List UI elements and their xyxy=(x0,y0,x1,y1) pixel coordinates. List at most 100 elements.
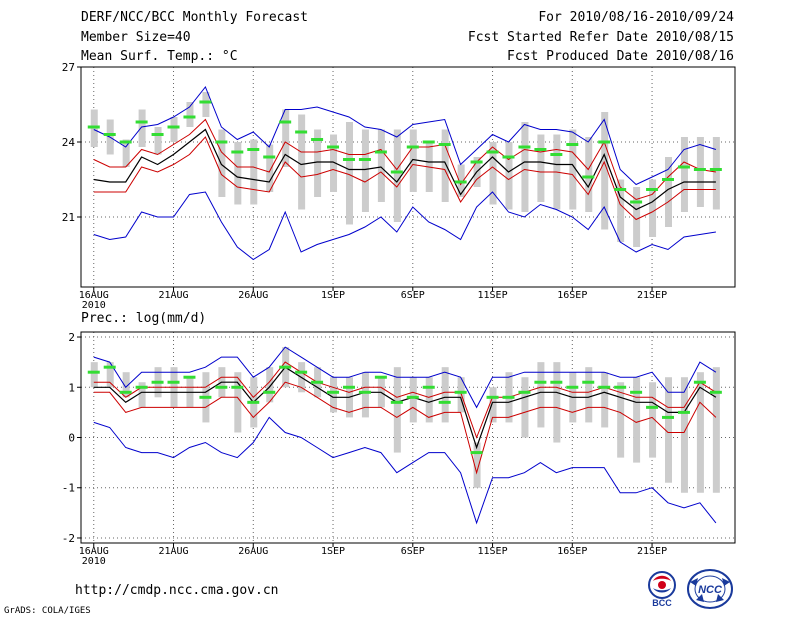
ensemble-box xyxy=(361,372,369,418)
ensemble-box xyxy=(377,129,385,202)
ensemble-box xyxy=(696,137,704,207)
x-tick-label: 16SEP xyxy=(557,290,587,301)
ensemble-box xyxy=(234,372,242,433)
ensemble-box xyxy=(649,179,657,237)
series-line-upper xyxy=(93,361,717,439)
ensemble-box xyxy=(537,362,545,428)
ensemble-box xyxy=(601,112,609,230)
ensemble-box xyxy=(122,372,130,398)
ensemble-box xyxy=(441,367,449,423)
ensemble-box xyxy=(409,377,417,423)
series-line-upper xyxy=(93,118,716,201)
ensemble-box xyxy=(425,377,433,423)
ensemble-box xyxy=(537,134,545,202)
plot-frame xyxy=(80,66,736,288)
x-tick-label: 26AUG xyxy=(238,546,268,557)
ensemble-box xyxy=(106,362,114,388)
ensemble-box xyxy=(680,377,688,493)
series-line-min xyxy=(93,191,716,261)
ensemble-box xyxy=(521,122,529,212)
ensemble-box xyxy=(601,372,609,428)
ensemble-box xyxy=(409,129,417,192)
ensemble-box xyxy=(202,92,210,117)
ensemble-box xyxy=(585,367,593,423)
ncc-logo-text: NCC xyxy=(698,584,723,596)
ensemble-box xyxy=(218,129,226,197)
ensemble-box xyxy=(186,102,194,127)
ensemble-box xyxy=(298,114,306,210)
member-size: Member Size=40 xyxy=(81,30,191,45)
ensemble-box xyxy=(266,144,274,192)
x-tick-label: 11SEP xyxy=(477,290,507,301)
ensemble-box xyxy=(665,157,673,227)
ensemble-box xyxy=(617,179,625,242)
y-tick-label: 27 xyxy=(62,61,75,74)
precip-panel-title: Prec.: log(mm/d) xyxy=(81,311,206,326)
ensemble-box xyxy=(553,362,561,443)
ensemble-box xyxy=(90,362,98,388)
ensemble-box xyxy=(330,134,338,192)
x-tick-sublabel: 2010 xyxy=(82,300,106,311)
fcst-produced-date: Fcst Produced Date 2010/08/16 xyxy=(507,49,734,64)
y-tick-label: 0 xyxy=(68,432,75,445)
series-line-max xyxy=(93,86,717,186)
x-tick-label: 21AUG xyxy=(158,290,188,301)
x-tick-label: 16AUG xyxy=(79,546,109,557)
x-tick-sublabel: 2010 xyxy=(82,556,106,567)
x-tick-label: 1SEP xyxy=(321,290,345,301)
x-tick-label: 16AUG xyxy=(79,290,109,301)
ensemble-box xyxy=(696,372,704,493)
ensemble-box xyxy=(393,129,401,222)
ensemble-box xyxy=(441,129,449,202)
ensemble-box xyxy=(569,129,577,210)
x-tick-label: 21AUG xyxy=(158,546,188,557)
x-tick-label: 21SEP xyxy=(637,546,667,557)
ensemble-box xyxy=(154,127,162,155)
ensemble-box xyxy=(266,367,274,403)
ensemble-box xyxy=(489,142,497,205)
x-tick-label: 21SEP xyxy=(637,290,667,301)
ensemble-box xyxy=(633,377,641,463)
ensemble-box xyxy=(393,367,401,453)
x-tick-label: 6SEP xyxy=(401,290,425,301)
ensemble-box xyxy=(617,382,625,458)
series-line-lower xyxy=(93,136,716,221)
ensemble-box xyxy=(505,142,513,210)
bcc-logo-text: BCC xyxy=(652,598,672,608)
series-line-min xyxy=(93,416,717,525)
ensemble-box xyxy=(712,367,720,493)
ensemble-box xyxy=(345,122,353,225)
y-tick-label: -1 xyxy=(62,482,75,495)
bcc-logo: BCC xyxy=(648,571,676,608)
ensemble-box xyxy=(314,129,322,197)
grads-credit: GrADS: COLA/IGES xyxy=(4,606,91,616)
chart-title: DERF/NCC/BCC Monthly Forecast xyxy=(81,10,308,25)
ensemble-box xyxy=(122,139,130,167)
forecast-period: For 2010/08/16-2010/09/24 xyxy=(538,10,734,25)
y-tick-label: 1 xyxy=(68,381,75,394)
ensemble-box xyxy=(282,109,290,167)
ensemble-box xyxy=(234,142,242,205)
y-tick-label: 2 xyxy=(68,331,75,344)
ensemble-box xyxy=(665,377,673,483)
ensemble-box xyxy=(633,187,641,247)
ensemble-box xyxy=(473,442,481,488)
ensemble-box xyxy=(138,109,146,147)
ensemble-box xyxy=(250,139,258,205)
fcst-started-date: Fcst Started Refer Date 2010/08/15 xyxy=(467,30,734,45)
x-tick-label: 11SEP xyxy=(477,546,507,557)
ensemble-box xyxy=(680,137,688,212)
ensemble-box xyxy=(649,382,657,458)
y-tick-label: 21 xyxy=(62,211,75,224)
variable-label: Mean Surf. Temp.: °C xyxy=(81,49,238,64)
ensemble-box xyxy=(712,137,720,210)
ensemble-box xyxy=(138,382,146,408)
ensemble-box xyxy=(585,137,593,212)
series-line-mean xyxy=(93,128,716,211)
series-line-mean xyxy=(93,366,717,450)
x-tick-label: 6SEP xyxy=(401,546,425,557)
x-tick-label: 1SEP xyxy=(321,546,345,557)
